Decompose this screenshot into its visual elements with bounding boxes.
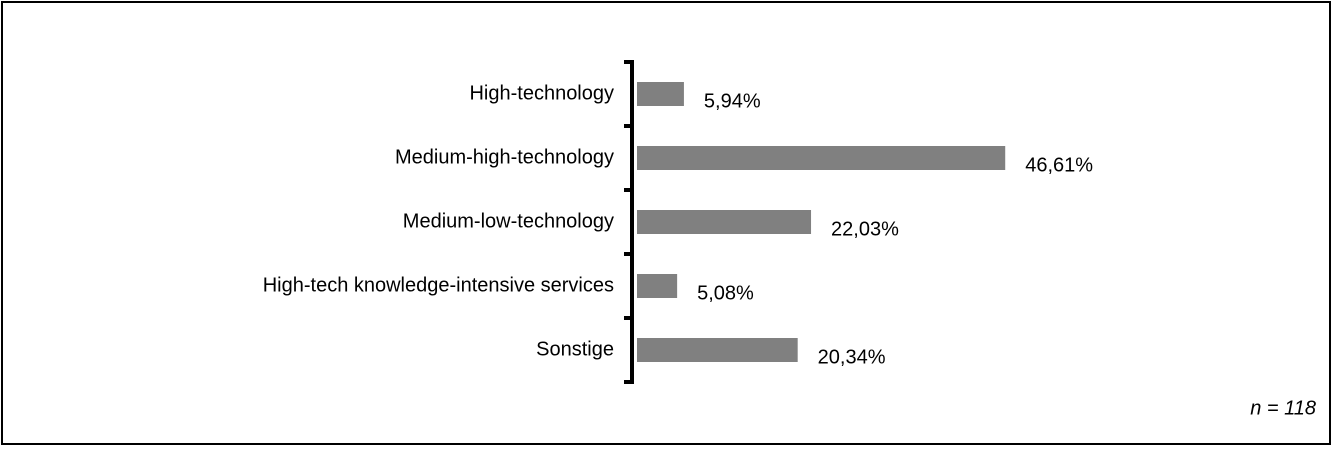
annotation: n = 118: [1250, 397, 1316, 419]
bar: [637, 338, 798, 362]
bar: [637, 210, 812, 234]
bar: [637, 146, 1006, 170]
category-label: Sonstige: [536, 338, 614, 360]
value-label: 20,34%: [818, 346, 886, 368]
value-label: 46,61%: [1025, 154, 1093, 176]
value-label: 5,94%: [704, 90, 761, 112]
category-label: Medium-low-technology: [403, 210, 614, 232]
category-label: High-technology: [469, 82, 614, 104]
bar: [637, 82, 684, 106]
category-label: Medium-high-technology: [395, 146, 614, 168]
value-label: 22,03%: [831, 218, 899, 240]
value-label: 5,08%: [697, 282, 754, 304]
bar: [637, 274, 678, 298]
category-label: High-tech knowledge-intensive services: [263, 274, 614, 296]
